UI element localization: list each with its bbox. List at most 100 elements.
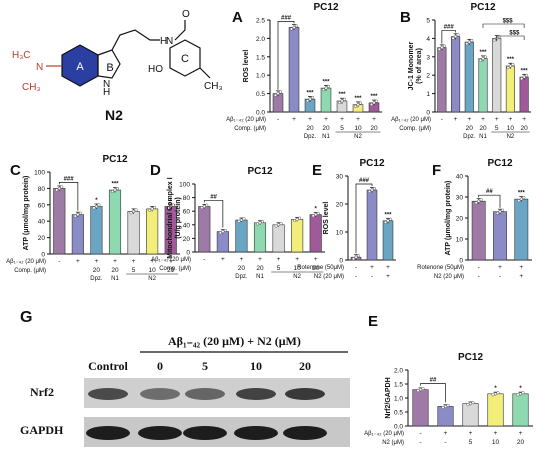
carbonyl-o: O [182,9,190,20]
group-label: N1 [111,276,119,282]
bar [272,224,285,253]
y-tick-label: 40 [183,222,191,229]
amide-n: N [166,36,173,47]
y-tick-label: 20 [336,202,344,209]
row-label: Comp. (μM) [159,266,191,272]
panel-letter: B [400,9,411,26]
row-value: + [370,264,374,271]
chart-title: PC12 [102,154,127,165]
row-label: Rotenone (50μM) [417,265,464,271]
chart-b: B PC12 JC-1 Monomer(% of area) 0 1 2 3 4 5 *** ***… [391,2,531,140]
n-methyl-bottom: CH₃ [22,82,41,93]
significance-mark: *** [521,68,529,74]
y-tick-label: 1.0 [256,73,265,80]
group-label: Dpz. [90,276,103,282]
row-value: + [469,430,473,437]
row-value: + [519,273,523,280]
row-value: 20 [322,125,330,132]
data-point [370,188,374,192]
row-value: 10 [492,439,500,446]
row-value: + [169,258,173,265]
row-value: - [355,273,357,280]
row-value: 20 [306,125,314,132]
y-tick-label: 0.0 [394,424,403,431]
data-point [483,55,488,59]
data-point [321,88,326,92]
chart-title: PC12 [487,158,512,169]
data-point [113,188,117,192]
row-value: - [355,264,357,271]
row-value: + [340,116,344,123]
blot-band-gapdh [86,426,130,440]
panel-letter: A [232,9,243,26]
row-value: + [132,258,136,265]
data-point [202,204,206,208]
data-point [522,75,526,79]
panel-letter: E [368,313,378,330]
row-label: Aβ₁₋₄₂ (20 μM) [151,257,191,263]
row-label: Comp. (μM) [399,126,431,132]
blot-band-nrf2 [236,388,276,400]
data-point [500,208,505,212]
y-tick-label: 1.0 [394,396,403,403]
y-tick-label: 2.0 [394,368,403,375]
significance-mark: *** [338,92,346,98]
group-label: N2 [293,274,301,280]
data-point [205,203,209,207]
data-point [495,211,500,215]
blot-band-gapdh [283,426,327,440]
data-point [110,189,115,194]
dollar-bracket [496,35,525,40]
y-axis-label: ROS level [323,202,330,235]
row-value: + [314,256,318,263]
y-tick-label: 3 [426,54,430,61]
data-point [421,387,425,391]
data-point [474,201,478,205]
group-label: N2 [148,276,156,282]
data-point [517,199,521,203]
data-point [418,388,423,392]
significance-bracket [441,30,456,44]
row-value: 20 [466,125,474,132]
significance-mark: *** [354,96,362,102]
indole-n: N [103,79,110,90]
data-point [477,199,481,203]
data-point [416,389,420,393]
row-value: 20 [521,125,529,132]
bar [288,27,300,113]
group-label: Dpz. [235,274,248,280]
y-tick-label: 100 [34,170,45,177]
panel-letter: C [10,162,21,179]
data-point [308,97,312,101]
ring-c: C [169,39,201,77]
data-point [260,219,265,224]
y-tick-label: 100 [179,182,190,189]
row-value: 20 [93,267,101,274]
row-value: + [495,116,499,123]
blot-band-gapdh [234,426,278,440]
data-point [153,205,157,209]
row-value: 20 [167,267,175,274]
blot-lane-label: 10 [250,359,262,373]
row-value: + [258,256,262,263]
data-point [292,25,296,29]
data-point [516,393,520,397]
chart-title: PC12 [470,2,495,13]
significance-bracket [58,182,79,211]
data-point [492,38,496,42]
data-point [239,218,243,222]
data-point [276,92,280,96]
blot-row-gapdh: GAPDH [20,423,64,437]
y-tick-label: 0 [339,258,343,265]
chart-f: F PC12 ATP (μmol/mg protein) 0 10 20 30 40 *** ##… [417,158,532,280]
data-point [520,77,524,81]
y-tick-label: 40 [456,174,464,181]
bracket-mark: ### [359,178,370,184]
row-value: + [372,116,376,123]
data-point [150,207,154,211]
chart-title: PC12 [313,2,338,13]
chart-d: D PC12 Mitochondrial Complex Ⅰ(U/g protein… [150,162,325,280]
data-point [57,186,61,190]
row-value: + [221,256,225,263]
y-tick-label: 0.5 [394,410,403,417]
